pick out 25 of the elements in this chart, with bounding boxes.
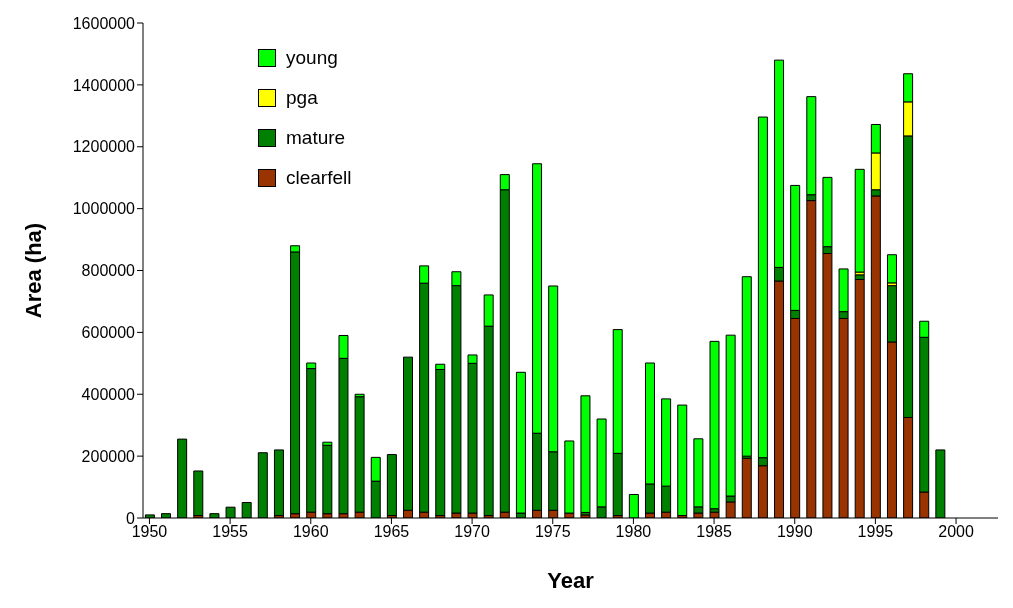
x-tick-label: 1995 bbox=[857, 523, 894, 541]
x-tick-label: 1975 bbox=[534, 523, 571, 541]
y-tick-label: 1600000 bbox=[72, 14, 136, 32]
x-tick-label: 1980 bbox=[615, 523, 652, 541]
x-axis-title: Year bbox=[547, 568, 595, 593]
x-tick-label: 1990 bbox=[776, 523, 813, 541]
y-tick-label: 1400000 bbox=[72, 76, 136, 94]
legend-label: young bbox=[286, 47, 338, 69]
x-tick-label: 1955 bbox=[212, 523, 249, 541]
y-tick-label: 200000 bbox=[81, 447, 136, 465]
y-axis-title: Area (ha) bbox=[20, 222, 46, 319]
legend-label: mature bbox=[286, 127, 346, 149]
x-tick-label: 1985 bbox=[696, 523, 732, 541]
x-tick-label: 1965 bbox=[373, 523, 410, 541]
y-tick-label: 800000 bbox=[81, 262, 136, 280]
x-tick-label: 1950 bbox=[131, 523, 168, 541]
legend-label: clearfell bbox=[286, 167, 352, 189]
x-tick-label: 1960 bbox=[292, 523, 329, 541]
legend-label: pga bbox=[286, 87, 318, 109]
x-tick-label: 1970 bbox=[454, 523, 490, 541]
y-tick-label: 600000 bbox=[81, 324, 136, 342]
y-tick-label: 1000000 bbox=[72, 200, 136, 218]
y-tick-label: 1200000 bbox=[72, 138, 136, 156]
x-tick-label: 2000 bbox=[938, 523, 974, 541]
y-tick-label: 400000 bbox=[81, 385, 136, 403]
